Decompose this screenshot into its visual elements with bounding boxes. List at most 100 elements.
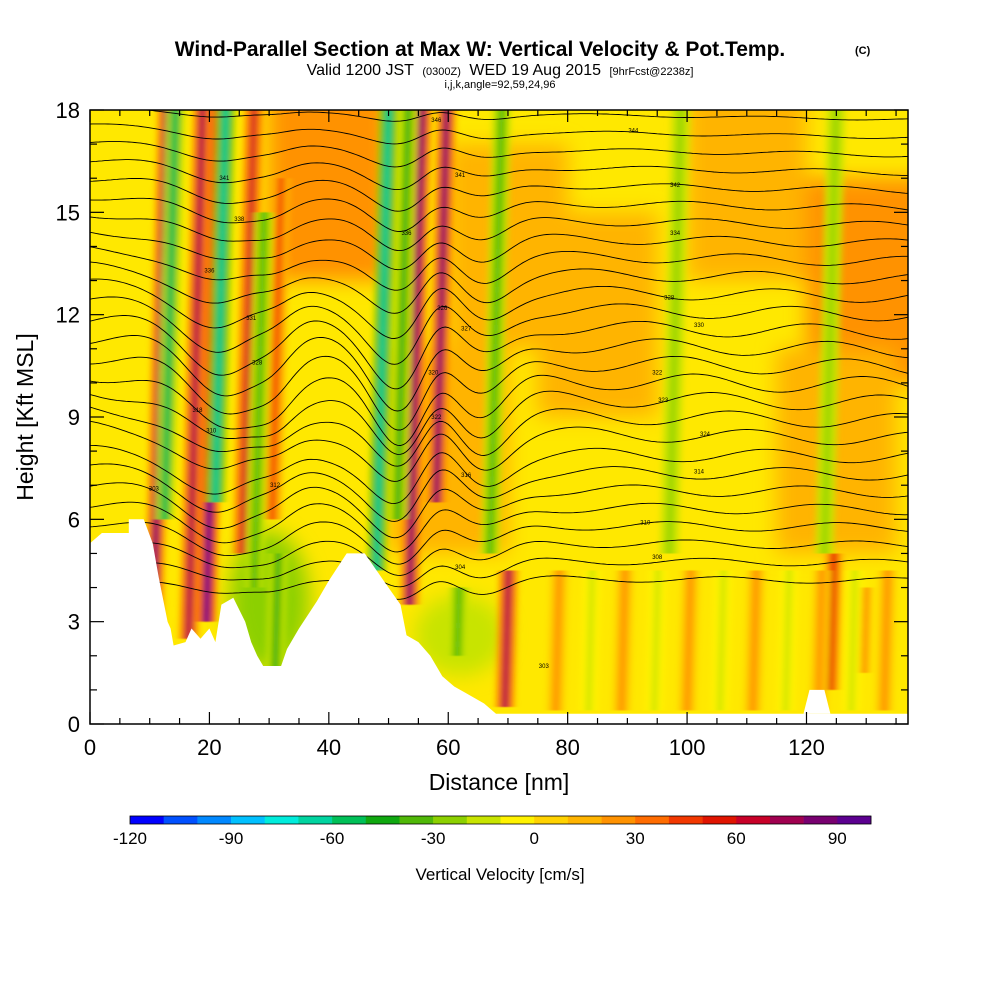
theta-contour	[90, 355, 908, 431]
x-tick-label: 120	[788, 735, 825, 760]
lowlevel-band	[710, 570, 733, 711]
theta-contour	[90, 575, 908, 600]
field-warm-patch	[537, 212, 658, 417]
contour-label: 310	[206, 429, 217, 435]
vertical-velocity-field	[143, 110, 908, 711]
downdraft-streak-band	[251, 212, 267, 588]
contour-label: 331	[246, 316, 257, 322]
downdraft-streak-band	[272, 553, 281, 673]
colorbar-swatch	[130, 816, 164, 824]
colorbar-tick-label: 60	[727, 829, 746, 848]
plot-area: 303 318 310 312 304 320 322 316 322 323 324 314 310 3…	[90, 110, 908, 724]
lowlevel-band-band	[717, 570, 727, 711]
x-tick-label: 0	[84, 735, 96, 760]
lowlevel-band	[579, 570, 602, 711]
theta-contour	[90, 335, 908, 412]
y-tick-label: 15	[56, 200, 80, 225]
contour-label: 334	[670, 231, 681, 237]
y-tick-label: 18	[56, 98, 80, 123]
contour-label: 342	[670, 183, 681, 189]
y-tick-label: 12	[56, 303, 80, 328]
y-tick-label: 0	[68, 712, 80, 737]
terrain-mask	[90, 519, 908, 724]
theta-contour	[90, 159, 908, 191]
contour-label: 320	[428, 371, 439, 377]
theta-contour	[90, 557, 908, 588]
contour-label: 341	[455, 173, 466, 179]
terrain-profile	[90, 519, 908, 724]
colorbar-swatch	[567, 816, 602, 824]
field-streaks	[143, 110, 897, 711]
lowlevel-band	[612, 570, 635, 711]
contour-label: 303	[149, 487, 160, 493]
colorbar-frame	[129, 815, 872, 825]
lowlevel-band-band	[750, 570, 759, 711]
theta-contour	[90, 261, 908, 314]
downdraft-streak-band	[454, 587, 462, 656]
contour-label: 318	[192, 408, 203, 414]
updraft-streak-band	[827, 553, 837, 690]
theta-contour	[90, 231, 908, 271]
terrain-bump	[803, 689, 831, 714]
theta-contour	[90, 141, 908, 168]
downdraft-streak	[367, 110, 398, 571]
lowlevel-band-band	[684, 570, 694, 711]
colorbar-swatch	[534, 816, 569, 824]
contour-label: 308	[652, 555, 663, 561]
theta-contour	[90, 406, 908, 467]
chart-subtitle-indices: i,j,k,angle=92,59,24,96	[444, 79, 555, 91]
colorbar-tick-label: 30	[626, 829, 645, 848]
colorbar-swatch	[231, 816, 266, 824]
downdraft-streak-band	[374, 110, 392, 571]
theta-contour	[90, 463, 908, 522]
contour-label: 310	[640, 521, 651, 527]
colorbar-swatch	[803, 816, 838, 824]
updraft-streak-band	[239, 110, 257, 554]
theta-contour	[90, 482, 908, 539]
x-axis-label: Distance [nm]	[429, 769, 570, 795]
contour-label: 322	[652, 371, 663, 377]
updraft-streak	[495, 570, 518, 707]
colorbar-swatch	[197, 816, 232, 824]
x-tick-label: 80	[555, 735, 579, 760]
contour-label: 341	[219, 176, 230, 182]
colorbar-tick-label: -30	[421, 829, 446, 848]
lowlevel-band	[776, 570, 799, 711]
downdraft-streak	[481, 110, 511, 554]
contour-label: 344	[628, 128, 639, 134]
lowlevel-band	[743, 570, 766, 711]
colorbar-swatch	[601, 816, 636, 824]
theta-contour	[90, 216, 908, 252]
downdraft-streak-band	[821, 110, 839, 554]
lowlevel-band	[842, 570, 864, 711]
updraft-streak-band	[433, 110, 450, 503]
colorbar-swatch	[635, 816, 670, 824]
colorbar-swatch	[264, 816, 299, 824]
colorbar-swatch	[365, 816, 400, 824]
x-tick-label: 20	[197, 735, 221, 760]
chart-subtitle: Valid 1200 JST (0300Z) WED 19 Aug 2015 […	[307, 62, 694, 79]
contour-labels: 303 318 310 312 304 320 322 316 322 323 324 314 310 3…	[149, 118, 711, 670]
lowlevel-band-band	[586, 570, 595, 711]
updraft-streak-band	[186, 110, 205, 639]
x-tick-label: 60	[436, 735, 460, 760]
contour-label: 336	[204, 268, 215, 274]
colorbar-swatch	[702, 816, 737, 824]
theta-contour	[90, 197, 908, 232]
chart-title-tag: (C)	[855, 45, 871, 57]
subtitle-forecast: [9hrFcst@2238z]	[609, 66, 693, 78]
y-tick-label: 9	[68, 405, 80, 430]
updraft-streak-band	[502, 570, 512, 707]
downdraft-streak	[388, 110, 418, 520]
contour-label: 328	[252, 360, 263, 366]
theta-contour	[90, 315, 908, 390]
colorbar-label: Vertical Velocity [cm/s]	[415, 865, 584, 884]
colorbar-tick-label: -120	[113, 829, 147, 848]
field-warm-patch	[686, 110, 807, 281]
y-tick-label: 6	[68, 507, 80, 532]
subtitle-main: Valid 1200 JST	[307, 62, 415, 79]
contour-label: 330	[694, 323, 705, 329]
x-tick-label: 40	[317, 735, 341, 760]
lowlevel-band	[678, 570, 700, 711]
